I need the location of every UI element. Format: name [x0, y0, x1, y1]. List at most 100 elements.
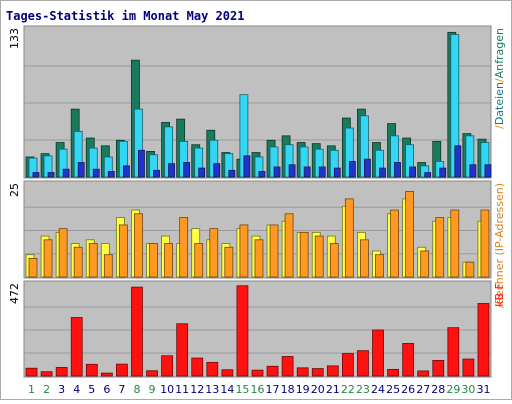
panel-top: 133/Dateien/Anfragen	[8, 25, 506, 179]
bar-kb f-16	[251, 369, 264, 377]
panel-bottom: 472 kB F	[8, 280, 506, 378]
legend-top: /Dateien/Anfragen	[493, 28, 506, 129]
bar-rechner-26	[409, 166, 417, 178]
bar-rechner-23	[364, 158, 371, 178]
bar-kb f-22	[341, 353, 354, 377]
legend-item: Rechner (IP-Adressen)	[493, 183, 506, 304]
bar-kb f-27	[417, 370, 430, 377]
bar-visits-25	[390, 209, 399, 278]
panel-middle: 25/Rechner (IP-Adressen)	[8, 180, 506, 308]
bar-visits-17	[269, 224, 279, 278]
bar-kb f-20	[311, 368, 324, 377]
bar-rechner-12	[198, 167, 206, 178]
bar-kb f-7	[116, 363, 128, 377]
bar-rechner-13	[213, 163, 221, 178]
legend-item: /	[493, 304, 506, 308]
legend-item: Dateien	[493, 82, 506, 125]
bar-visits-20	[314, 235, 324, 278]
bar-rechner-2	[47, 172, 55, 178]
bar-visits-9	[149, 243, 158, 278]
bar-rechner-5	[92, 168, 100, 178]
bar-rechner-27	[424, 172, 432, 178]
bar-kb f-13	[206, 361, 219, 377]
bar-rechner-8	[138, 149, 145, 178]
bar-visits-28	[435, 217, 445, 278]
legend-text: /Rechner (IP-Adressen)	[493, 183, 506, 308]
bar-visits-8	[134, 213, 143, 278]
bar-rechner-25	[394, 162, 401, 178]
bar-visits-14	[224, 246, 234, 278]
bar-visits-19	[299, 231, 309, 278]
bar-visits-4	[73, 246, 83, 278]
bar-kb f-5	[85, 363, 98, 377]
bar-kb f-6	[100, 372, 113, 377]
bar-rechner-29	[454, 145, 462, 178]
bar-rechner-6	[107, 171, 115, 178]
bar-kb f-2	[40, 371, 53, 377]
x-tick-label-12: 12	[190, 383, 204, 396]
bar-rechner-20	[318, 166, 326, 178]
bar-rechner-19	[303, 166, 311, 178]
bar-kb f-15	[236, 285, 249, 377]
x-tick-label-19: 19	[296, 383, 310, 396]
legend-middle: /Rechner (IP-Adressen)	[493, 183, 506, 308]
bar-rechner-14	[228, 169, 236, 178]
x-tick-label-11: 11	[175, 383, 189, 396]
bar-visits-10	[164, 243, 173, 278]
bar-visits-30	[465, 261, 475, 278]
bar-visits-26	[405, 191, 415, 278]
bar-kb f-1	[25, 367, 38, 377]
bar-rechner-24	[379, 167, 386, 178]
bar-rechner-16	[258, 171, 266, 178]
legend-item: /	[493, 78, 506, 82]
bar-visits-11	[179, 217, 189, 278]
bar-kb f-18	[281, 356, 294, 377]
bar-kb f-9	[146, 370, 158, 377]
bar-kb f-26	[402, 343, 415, 377]
legend-item: Anfragen	[493, 28, 506, 78]
panel-background	[23, 280, 492, 378]
bar-rechner-4	[77, 162, 85, 178]
bar-kb f-11	[176, 323, 189, 377]
bar-rechner-11	[183, 162, 191, 178]
x-tick-label-31: 31	[476, 383, 490, 396]
x-tick-label-14: 14	[220, 383, 234, 396]
x-tick-label-2: 2	[43, 383, 50, 396]
bar-rechner-22	[348, 161, 356, 178]
bar-kb f-24	[372, 329, 384, 377]
bar-visits-21	[329, 243, 339, 278]
legend-text: kB F	[493, 283, 506, 307]
bar-visits-16	[254, 239, 264, 278]
x-tick-label-27: 27	[416, 383, 430, 396]
bar-visits-7	[118, 224, 128, 278]
bar-visits-2	[43, 239, 53, 278]
x-axis-labels: 1 2 3 4 5 6 7 8 9 10 11 12 13 14 15 16 17 18 19 20 21 22 23 24 2…	[28, 383, 490, 396]
bar-kb f-29	[447, 327, 460, 377]
bar-rechner-21	[333, 167, 341, 178]
bar-kb f-17	[266, 365, 279, 377]
bar-kb f-30	[462, 358, 475, 377]
x-tick-label-21: 21	[326, 383, 340, 396]
bar-rechner-17	[273, 166, 281, 178]
x-tick-label-6: 6	[103, 383, 110, 396]
x-tick-label-7: 7	[118, 383, 125, 396]
x-tick-label-8: 8	[133, 383, 140, 396]
bar-rechner-7	[122, 165, 130, 178]
bar-kb f-31	[477, 303, 490, 377]
x-tick-label-26: 26	[401, 383, 415, 396]
bar-kb f-25	[387, 368, 399, 377]
bar-rechner-10	[168, 163, 175, 178]
x-tick-label-18: 18	[281, 383, 295, 396]
x-tick-label-24: 24	[371, 383, 385, 396]
bar-rechner-3	[62, 168, 70, 178]
bar-kb f-12	[191, 357, 204, 377]
bar-visits-22	[344, 198, 354, 278]
x-tick-label-5: 5	[88, 383, 95, 396]
bar-rechner-30	[469, 164, 477, 178]
legend-item: /	[493, 125, 506, 129]
legend-bottom: kB F	[493, 283, 506, 307]
x-tick-label-4: 4	[73, 383, 80, 396]
